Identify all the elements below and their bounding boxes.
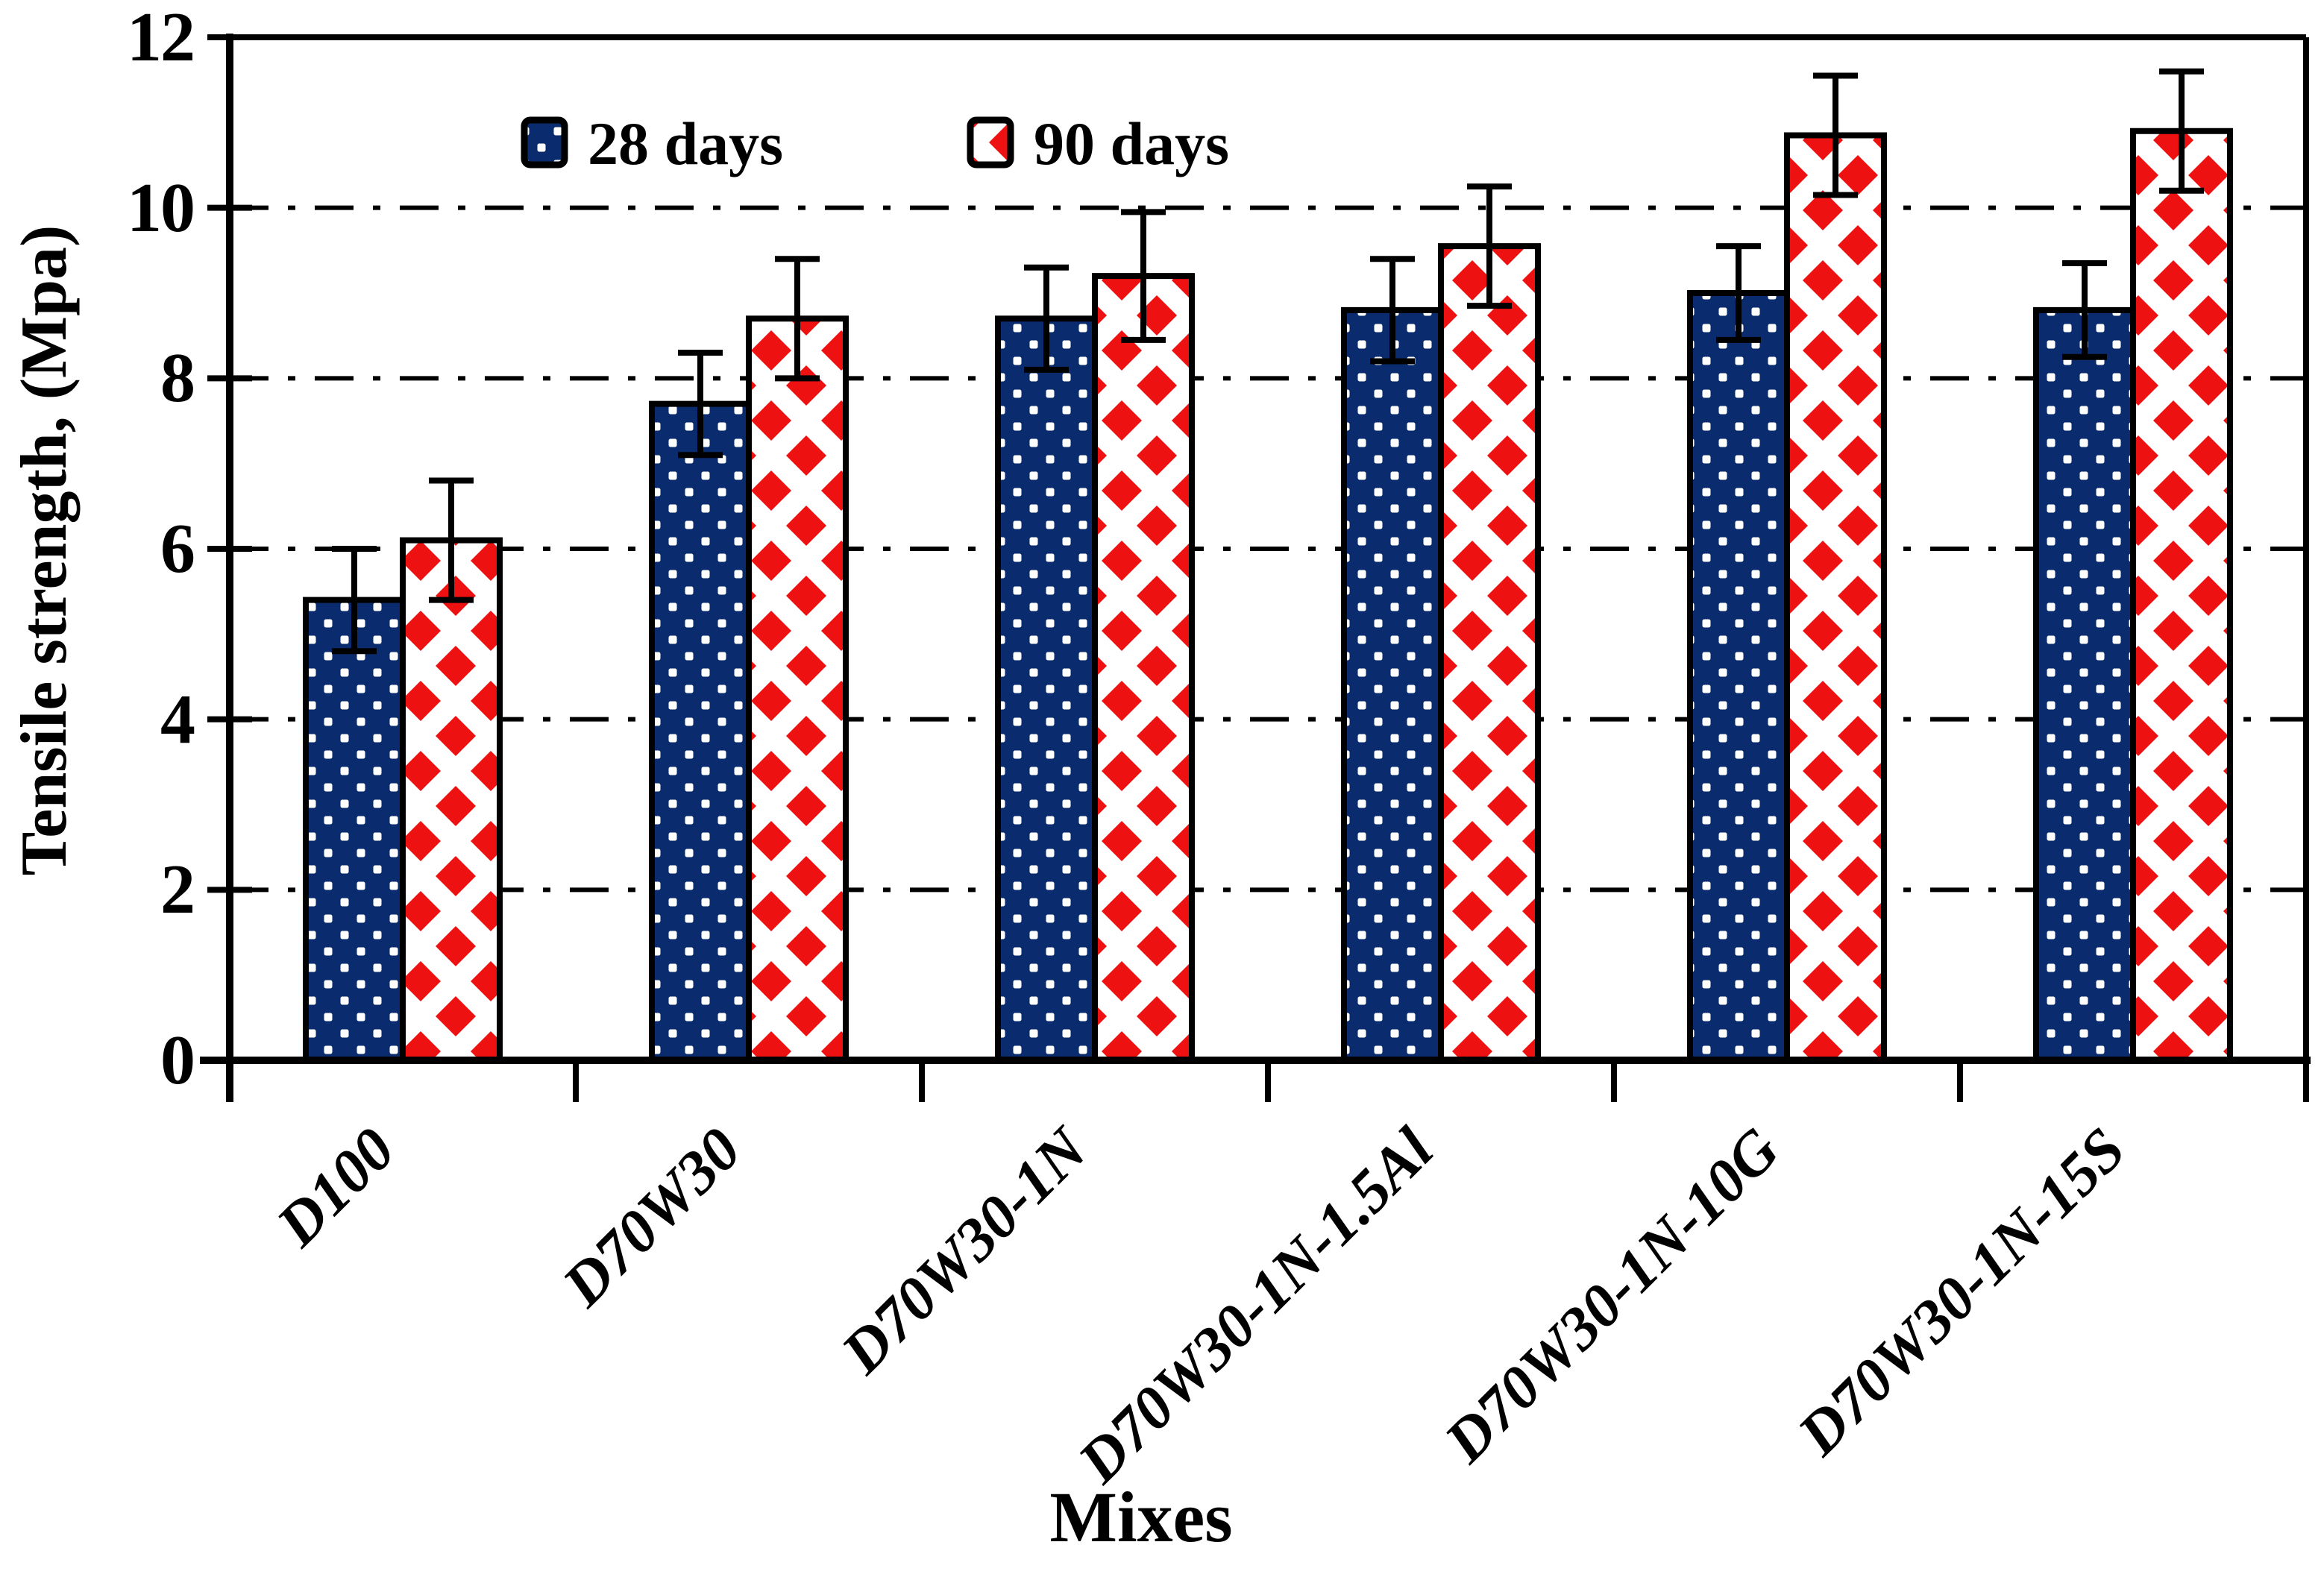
bar-90days-D70W30-1N-10G bbox=[1784, 132, 1887, 1064]
bar-90days-D70W30-1N-1.5Al bbox=[1438, 243, 1541, 1063]
bar-28days-D70W30-1N-1.5Al bbox=[1341, 306, 1444, 1064]
error-bar-28days-D100 bbox=[332, 546, 377, 655]
y-tick-label-4: 4 bbox=[160, 680, 195, 758]
y-axis-title: Tensile strength, (Mpa) bbox=[8, 224, 81, 876]
error-bar-90days-D70W30-1N bbox=[1121, 209, 1166, 343]
bar-28days-D100 bbox=[303, 597, 406, 1063]
y-tick-label-8: 8 bbox=[160, 339, 195, 418]
error-bar-90days-D100 bbox=[429, 477, 474, 603]
bar-90days-D70W30-1N bbox=[1092, 273, 1195, 1064]
bar-90days-D70W30-1N-15S bbox=[2130, 128, 2233, 1063]
legend-label-90-days: 90 days bbox=[1034, 110, 1230, 177]
bar-28days-D70W30-1N bbox=[995, 315, 1098, 1063]
y-tick-label-0: 0 bbox=[160, 1022, 195, 1099]
legend-label-28-days: 28 days bbox=[588, 110, 784, 177]
error-bar-90days-D70W30-1N-1.5Al bbox=[1467, 183, 1512, 309]
bar-28days-D70W30-1N-10G bbox=[1687, 290, 1790, 1063]
error-bar-90days-D70W30-1N-10G bbox=[1813, 72, 1858, 198]
bar-90days-D100 bbox=[400, 537, 503, 1063]
bar-90days-D70W30 bbox=[746, 315, 849, 1063]
error-bar-28days-D70W30 bbox=[678, 350, 723, 459]
y-tick-label-10: 10 bbox=[127, 169, 195, 247]
bar-28days-D70W30-1N-15S bbox=[2033, 306, 2136, 1064]
y-tick-label-6: 6 bbox=[160, 510, 195, 588]
error-bar-28days-D70W30-1N-1.5Al bbox=[1370, 256, 1415, 365]
error-bar-28days-D70W30-1N-15S bbox=[2062, 259, 2107, 360]
bar-28days-D70W30 bbox=[649, 400, 752, 1063]
error-bar-28days-D70W30-1N-10G bbox=[1716, 243, 1761, 343]
error-bar-28days-D70W30-1N bbox=[1024, 264, 1069, 373]
error-bar-90days-D70W30-1N-15S bbox=[2159, 68, 2204, 194]
y-tick-label-2: 2 bbox=[160, 851, 195, 929]
legend-swatch-90-days bbox=[967, 116, 1014, 169]
legend-swatch-28-days bbox=[521, 116, 568, 169]
error-bar-90days-D70W30 bbox=[775, 256, 820, 382]
y-tick-label-12: 12 bbox=[127, 0, 195, 76]
x-axis-title: Mixes bbox=[1049, 1477, 1233, 1557]
